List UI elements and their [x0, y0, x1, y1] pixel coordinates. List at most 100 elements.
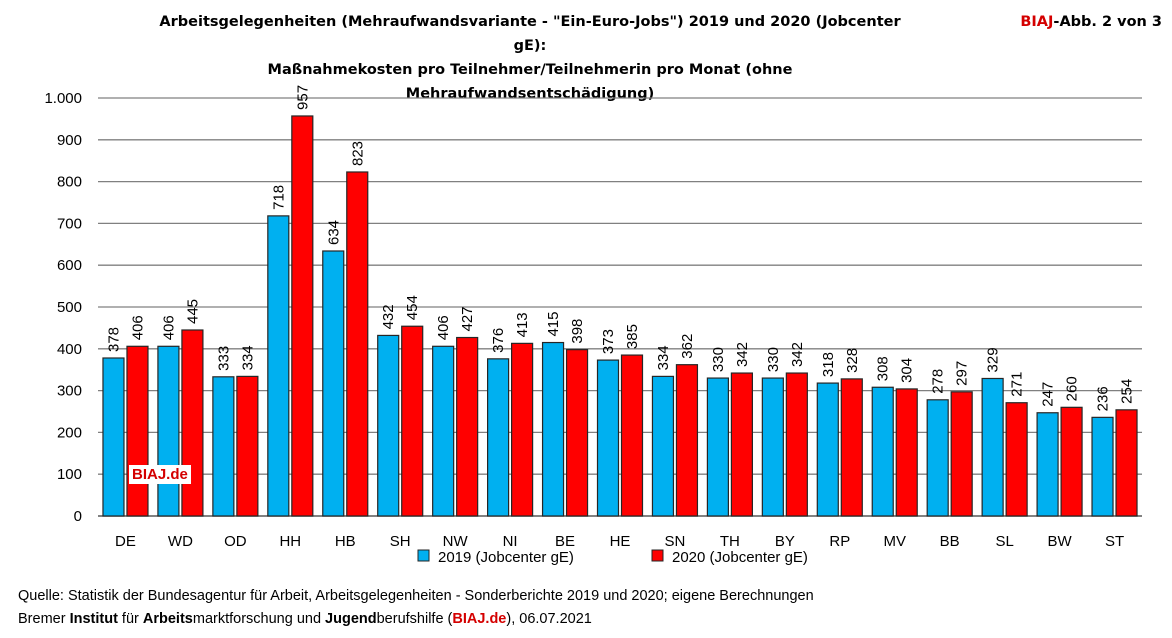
data-label: 406 — [435, 315, 452, 340]
bar-2020 — [236, 375, 259, 517]
bar-chart: 0 100 200 300 400 500 600 700 800 900 1.000 378 406 D… — [44, 85, 1142, 566]
bar-2020 — [1060, 406, 1083, 517]
y-tick-label: 500 — [57, 299, 82, 316]
bar-2019 — [981, 377, 1004, 517]
bar-2020 — [730, 372, 753, 517]
x-tick-label: NI — [503, 533, 518, 550]
x-tick-label: OD — [224, 533, 247, 550]
data-label: 376 — [490, 328, 507, 353]
bar-2019 — [706, 377, 729, 517]
data-label: 334 — [655, 345, 672, 370]
bar-2020 — [895, 388, 918, 517]
bar-2020 — [785, 372, 808, 517]
y-tick-label: 400 — [57, 341, 82, 358]
bar-2019 — [596, 359, 620, 517]
x-tick-label: BY — [775, 533, 795, 550]
chart-title-line1: Arbeitsgelegenheiten (Mehraufwandsvarian… — [159, 14, 901, 54]
data-label: 378 — [105, 327, 122, 352]
bar-2019 — [651, 375, 675, 517]
x-tick-label: SL — [995, 533, 1013, 550]
bar-2019 — [157, 345, 180, 517]
bar-2019 — [1091, 416, 1114, 517]
data-label: 297 — [954, 361, 971, 386]
x-tick-label: BW — [1047, 533, 1072, 550]
data-label: 445 — [184, 299, 201, 324]
bar-2019 — [267, 215, 290, 517]
x-tick-label: HE — [610, 533, 631, 550]
data-label: 362 — [679, 334, 696, 359]
bar-2020 — [565, 349, 589, 517]
bar-2019 — [541, 341, 565, 517]
credit-part-7: berufshilfe ( — [376, 611, 453, 627]
data-label: 247 — [1040, 382, 1057, 407]
x-tick-label: DE — [115, 533, 136, 550]
data-label: 718 — [270, 185, 287, 210]
legend-swatch — [651, 549, 664, 562]
x-tick-label: SN — [665, 533, 686, 550]
figure-badge: BIAJ-Abb. 2 von 3 — [1020, 10, 1162, 34]
y-tick-label: 800 — [57, 174, 82, 191]
data-label: 413 — [514, 312, 531, 337]
bar-2020 — [840, 378, 863, 517]
credit-part-1: Bremer — [18, 611, 70, 627]
y-tick-label: 200 — [57, 424, 82, 441]
watermark-logo: BIAJ.de — [129, 465, 191, 484]
y-tick-label: 900 — [57, 132, 82, 149]
data-label: 432 — [380, 304, 397, 329]
data-label: 260 — [1064, 376, 1081, 401]
bar-2019 — [871, 386, 894, 517]
legend-label: 2020 (Jobcenter gE) — [672, 549, 808, 566]
data-label: 334 — [239, 345, 256, 370]
data-label: 427 — [459, 306, 476, 331]
data-label: 454 — [404, 295, 421, 320]
data-label: 254 — [1119, 379, 1136, 404]
bar-2019 — [761, 377, 784, 517]
data-label: 329 — [985, 347, 1002, 372]
data-label: 957 — [294, 85, 311, 110]
y-tick-label: 600 — [57, 257, 82, 274]
data-label: 406 — [160, 315, 177, 340]
bar-2020 — [1005, 402, 1028, 517]
bar-2020 — [346, 171, 369, 517]
y-tick-label: 700 — [57, 215, 82, 232]
credit-part-6: Jugend — [325, 611, 377, 627]
x-tick-label: RP — [829, 533, 850, 550]
bar-2020 — [291, 115, 314, 517]
data-label: 236 — [1095, 386, 1112, 411]
bar-2020 — [401, 325, 424, 517]
bar-2020 — [456, 336, 479, 517]
y-tick-label: 100 — [57, 466, 82, 483]
bar-2020 — [511, 342, 534, 517]
footer-credit: Bremer Institut für Arbeitsmarktforschun… — [18, 611, 592, 627]
bar-2019 — [377, 334, 400, 517]
data-label: 278 — [930, 369, 947, 394]
credit-part-8: BIAJ.de — [452, 611, 507, 627]
x-tick-label: MV — [883, 533, 906, 550]
bar-2019 — [816, 382, 839, 517]
data-label: 406 — [129, 315, 146, 340]
data-label: 308 — [875, 356, 892, 381]
legend-swatch — [417, 549, 430, 562]
bar-2020 — [675, 364, 699, 517]
data-label: 330 — [710, 347, 727, 372]
y-tick-label: 0 — [74, 508, 82, 525]
x-tick-label: WD — [168, 533, 193, 550]
bar-2019 — [926, 399, 949, 517]
data-label: 385 — [624, 324, 641, 349]
bar-2019 — [432, 345, 455, 517]
bar-2020 — [126, 345, 149, 517]
credit-part-2: Institut — [69, 611, 118, 627]
footer-source: Quelle: Statistik der Bundesagentur für … — [18, 588, 814, 604]
data-label: 373 — [600, 329, 617, 354]
x-tick-label: BB — [940, 533, 960, 550]
x-tick-label: HB — [335, 533, 356, 550]
bar-2019 — [487, 358, 510, 517]
data-label: 398 — [569, 319, 586, 344]
credit-part-5: marktforschung und — [192, 611, 326, 627]
bar-2020 — [181, 329, 204, 517]
badge-brand: BIAJ — [1020, 14, 1054, 30]
credit-part-9: ), 06.07.2021 — [506, 611, 592, 627]
data-label: 342 — [734, 342, 751, 367]
data-label: 634 — [325, 220, 342, 245]
x-tick-label: HH — [279, 533, 301, 550]
